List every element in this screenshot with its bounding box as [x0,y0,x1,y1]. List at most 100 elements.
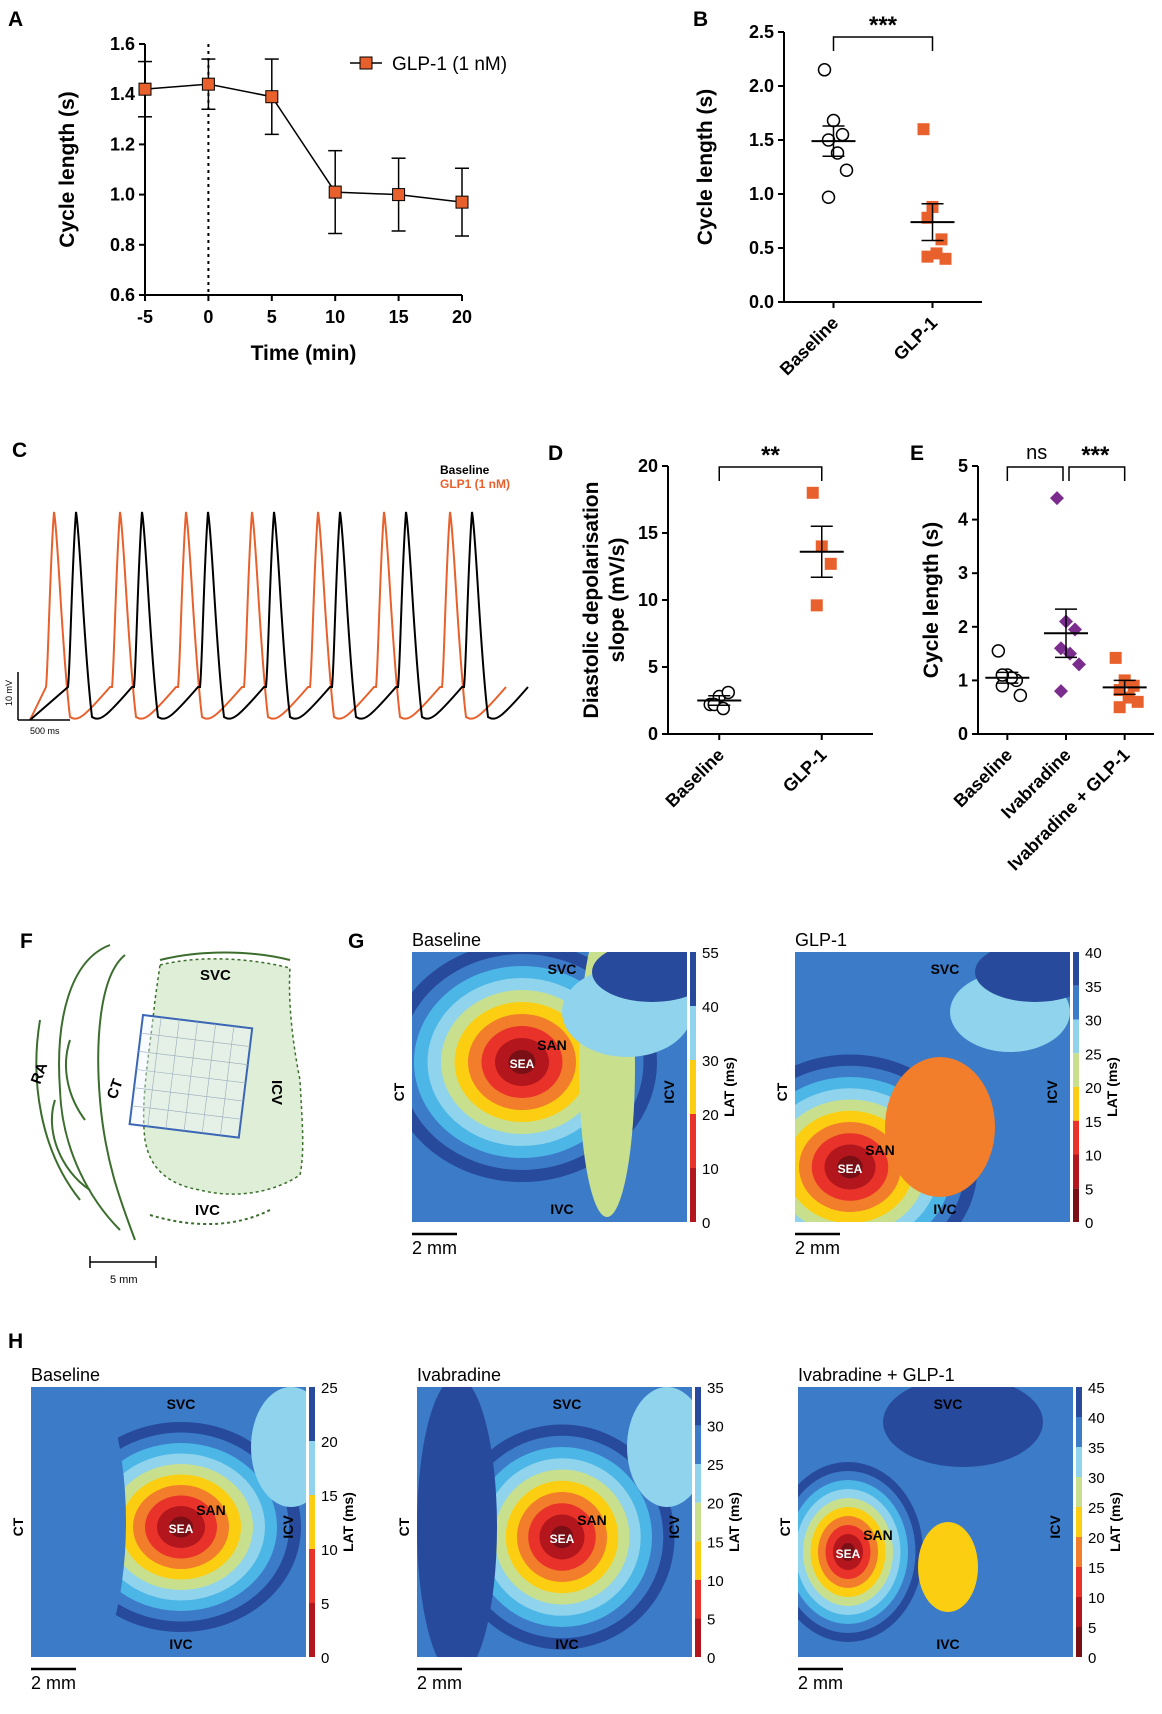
y-tick-label: 0.5 [749,238,774,258]
map-region [627,1387,692,1507]
data-point [721,685,735,700]
scale-2mm-label: 2 mm [412,1238,457,1258]
chart-a-cycle-length-time: 0.6 0.8 1.0 1.2 1.4 1.6 -5 0 5 10 15 20 Time (min) Cy… [56,34,507,365]
data-point [1050,491,1064,506]
isochrone-band [508,1050,536,1074]
label-svc: SVC [200,967,231,984]
colorbar-tick: 10 [707,1573,724,1590]
scale-2mm-label: 2 mm [417,1673,462,1693]
colorbar-segment [695,1579,701,1619]
significance-bracket-ns [1006,466,1064,481]
data-point [1113,701,1126,714]
y-tick-label: 3 [958,563,968,583]
panel-label-g: G [348,930,364,953]
colorbar-tick: 40 [702,999,719,1016]
colorbar-segment [690,1168,696,1222]
colorbar-tick: 15 [707,1534,724,1551]
label-ra: RA [28,1060,51,1086]
colorbar-label: LAT (ms) [1104,1057,1120,1117]
x-axis-label: Time (min) [251,342,357,365]
data-point [1054,684,1068,699]
colorbar-tick: 10 [702,1161,719,1178]
legend-label: GLP-1 (1 nM) [392,54,507,75]
label-svc: SVC [548,961,577,977]
x-tick-label: 10 [325,307,345,327]
colorbar-segment [1073,1053,1079,1087]
colorbar-tick: 0 [321,1650,329,1667]
colorbar-tick: 0 [702,1215,710,1232]
y-tick-label: 20 [638,456,658,476]
map-region [918,1522,978,1612]
colorbar-tick: 55 [702,945,719,962]
data-point [917,123,930,136]
map-region [251,1387,306,1507]
colorbar-segment [695,1387,701,1426]
colorbar-tick: 25 [321,1380,338,1397]
colorbar-tick: 25 [1088,1500,1105,1517]
label-ivc: IVC [936,1636,959,1652]
data-point [991,644,1006,658]
x-tick-label: Baseline [776,313,843,380]
colorbar-tick: 15 [1085,1114,1102,1131]
colorbar-segment [690,1060,696,1114]
colorbar-tick: 0 [1088,1650,1096,1667]
panel-label-b: B [693,8,708,31]
ra-outline-outer [58,944,121,1231]
colorbar-segment [1073,1154,1079,1189]
x-tick-label: GLP-1 [890,313,942,365]
label-san: SAN [196,1502,226,1518]
colorbar-segment [1076,1387,1082,1417]
y-tick-label: 1.0 [110,185,135,205]
y-tick-label: 0 [958,724,968,744]
ra-outline-inner [97,954,136,1241]
y-tick-label: 10 [638,590,658,610]
label-svc: SVC [553,1396,582,1412]
data-point [806,486,819,499]
legend-glp1: GLP1 (1 nM) [440,477,510,491]
scale-2mm-label: 2 mm [31,1673,76,1693]
data-point [455,195,469,209]
data-point [392,188,406,202]
label-icv: ICV [1047,1515,1063,1539]
label-san: SAN [865,1142,895,1158]
y-tick-label: 1 [958,670,968,690]
colorbar-tick: 30 [707,1419,724,1436]
data-point [138,82,152,96]
colorbar-segment [1073,952,1079,986]
activation-map [31,1387,306,1657]
label-san: SAN [537,1037,567,1053]
colorbar-tick: 25 [1085,1046,1102,1063]
map-region [417,1387,497,1657]
scale-time-label: 500 ms [30,726,60,736]
colorbar-segment [309,1387,315,1441]
colorbar-tick: 0 [1085,1215,1093,1232]
label-icv: ICV [1044,1080,1060,1104]
label-ct: CT [104,1077,127,1102]
map-title: GLP-1 [795,930,847,950]
san-region [142,958,304,1195]
label-svc: SVC [934,1396,963,1412]
data-point [921,211,934,224]
y-axis-label: Cycle length (s) [694,89,717,245]
colorbar-segment [309,1549,315,1603]
label-ct: CT [777,1517,793,1536]
activation-map [412,952,687,1222]
colorbar-segment [309,1495,315,1549]
label-ivc: IVC [169,1636,192,1652]
map-region [883,1387,1043,1467]
colorbar-segment [309,1603,315,1657]
activation-map [795,952,1070,1222]
colorbar-segment [1076,1417,1082,1447]
scale-2mm-label: 2 mm [795,1238,840,1258]
trace-baseline [29,511,529,721]
colorbar-segment [1076,1537,1082,1567]
data-point [1109,651,1122,664]
colorbar-tick: 30 [1085,1013,1102,1030]
data-point [1068,622,1082,637]
data-point [1127,679,1140,692]
colorbar-segment [1073,1188,1079,1222]
significance-label: ** [761,442,780,469]
isochrone-band [837,1155,863,1179]
legend-marker [359,56,373,70]
